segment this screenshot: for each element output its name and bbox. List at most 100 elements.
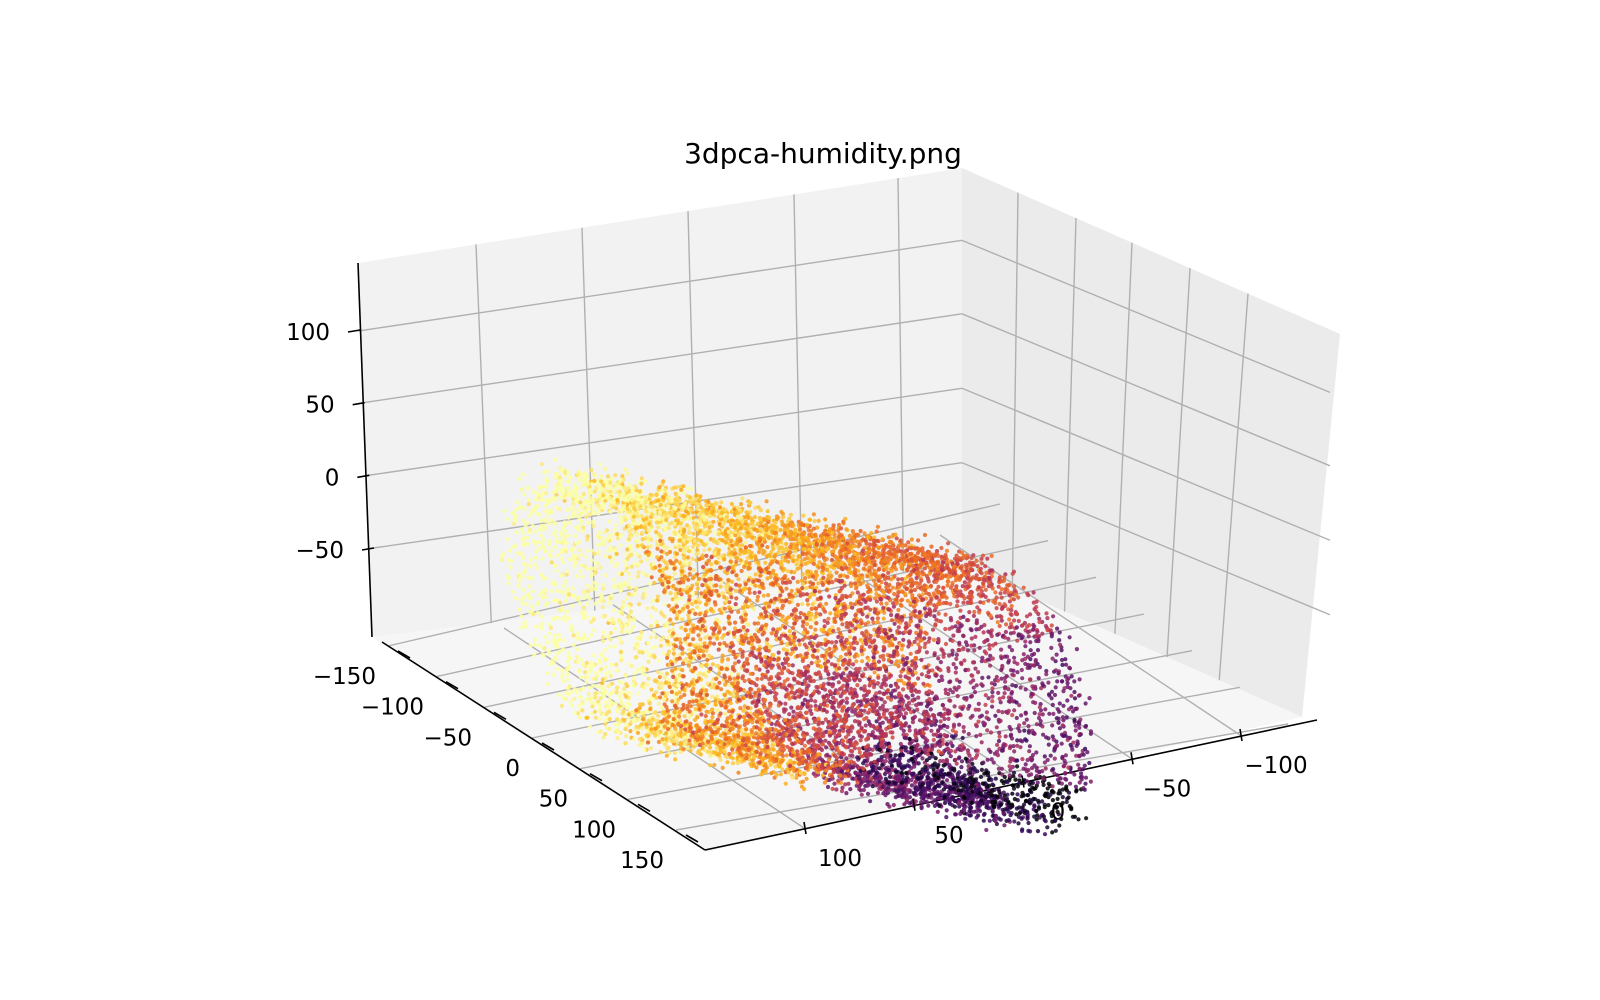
scatter-point (703, 713, 708, 719)
scatter-point (612, 644, 618, 649)
scatter-point (525, 535, 530, 540)
scatter-point (770, 560, 775, 565)
scatter-point (705, 644, 710, 649)
scatter-point (784, 687, 789, 692)
scatter-point (722, 742, 727, 747)
scatter-point (514, 507, 519, 513)
scatter-point (646, 733, 651, 738)
scatter-point (513, 518, 518, 524)
scatter-point (677, 538, 682, 543)
scatter-point (704, 709, 709, 714)
scatter-point (578, 569, 583, 574)
scatter-point (554, 488, 559, 494)
scatter-point (786, 559, 791, 564)
scatter-point (686, 647, 692, 652)
scatter-point (745, 661, 751, 666)
scatter-point (673, 500, 678, 505)
scatter-point (734, 573, 739, 578)
scatter-point (575, 486, 580, 491)
scatter-point (657, 510, 662, 515)
scatter-point (700, 624, 705, 629)
scatter-point (601, 693, 606, 699)
scatter-point (584, 697, 589, 702)
scatter-point (540, 528, 545, 533)
scatter-point (608, 644, 613, 649)
scatter-point (592, 709, 598, 714)
scatter-point (713, 621, 718, 626)
scatter-point (734, 596, 739, 601)
scatter-point (735, 505, 740, 510)
scatter-point (729, 538, 734, 544)
scatter-point (697, 600, 702, 605)
scatter-point (555, 553, 560, 558)
scatter-point (651, 693, 657, 698)
scatter-point (522, 621, 527, 627)
scatter-point (593, 715, 599, 720)
scatter-point (687, 738, 692, 743)
scatter-point (584, 475, 589, 480)
scatter-point (574, 514, 579, 519)
scatter-point (667, 575, 672, 580)
scatter-point (747, 590, 752, 595)
scatter-point (669, 732, 675, 737)
scatter-point (731, 738, 736, 743)
scatter-point (750, 604, 755, 609)
scatter-point (730, 747, 735, 752)
grid-line (1218, 293, 1249, 681)
scatter-point (780, 589, 785, 594)
scatter-point (800, 601, 805, 607)
scatter-point (526, 592, 531, 597)
scatter-point (597, 705, 602, 710)
scatter-point (704, 688, 709, 693)
scatter-point (643, 521, 649, 526)
scatter-point (546, 552, 552, 557)
scatter-point (679, 625, 684, 630)
scatter-point (718, 711, 723, 716)
scatter-point (738, 526, 744, 531)
scatter-point (614, 551, 619, 557)
scatter-point (640, 716, 646, 722)
scatter-point (613, 482, 618, 487)
scatter-point (674, 551, 680, 556)
scatter-point (641, 710, 646, 715)
scatter-point (779, 641, 784, 646)
scatter-point (640, 722, 645, 727)
scatter-point (708, 763, 713, 768)
scatter-point (582, 635, 587, 640)
scatter-point (604, 712, 609, 717)
scatter-point (513, 515, 518, 520)
scatter-point (639, 497, 644, 502)
scatter-point (695, 626, 700, 631)
scatter-point (543, 576, 548, 581)
scatter-point (581, 491, 587, 497)
scatter-point (569, 548, 574, 554)
scatter-point (740, 496, 745, 501)
scatter-point (740, 605, 746, 610)
scatter-point (596, 549, 601, 554)
scatter-point (513, 596, 518, 601)
scatter-point (720, 538, 725, 543)
scatter-point (764, 613, 769, 619)
scatter-point (642, 525, 647, 530)
scatter-point (765, 691, 770, 696)
scatter-point (521, 555, 526, 560)
scatter-point (689, 486, 695, 491)
scatter-point (739, 502, 744, 507)
grid-line (1114, 242, 1133, 634)
scatter-point (663, 528, 668, 533)
scatter-point (510, 589, 515, 594)
scatter-point (609, 630, 614, 636)
scatter-point (567, 520, 572, 525)
scatter-point (784, 753, 789, 758)
scatter-point (759, 568, 764, 573)
scatter-point (745, 690, 750, 695)
scatter-point (818, 534, 824, 539)
scatter-point (623, 568, 628, 574)
scatter-point (727, 600, 732, 605)
scatter-point (678, 547, 683, 553)
scatter-point (557, 607, 562, 613)
scatter-point (665, 691, 670, 696)
scatter-point (593, 695, 598, 700)
scatter-point (657, 485, 662, 490)
scatter-point (816, 518, 821, 523)
